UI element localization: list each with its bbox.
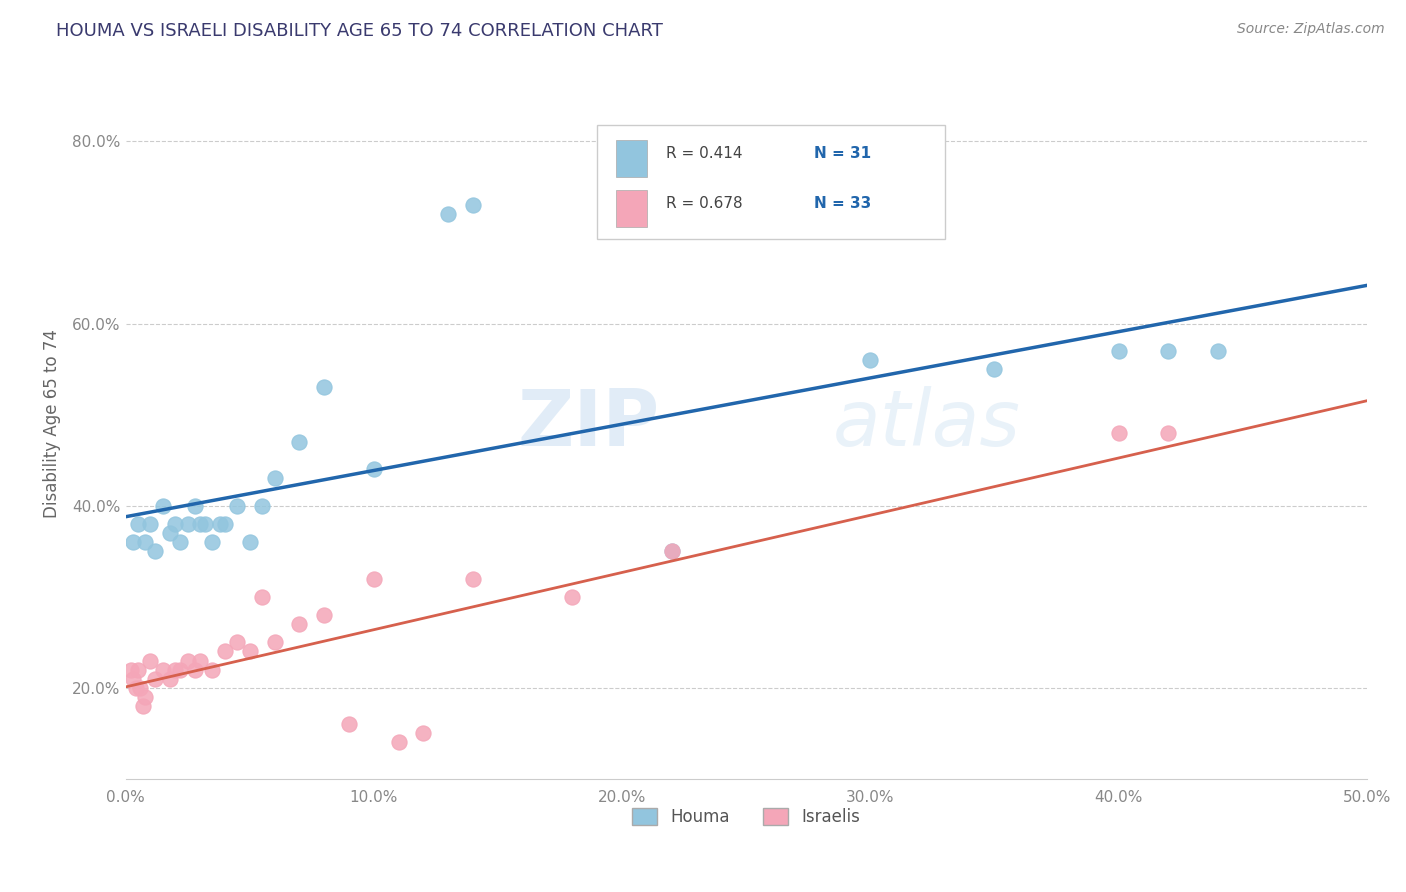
Point — [1108, 425, 1130, 440]
Point — [129, 681, 152, 695]
Text: ZIP: ZIP — [517, 385, 659, 462]
Point — [1157, 425, 1180, 440]
Point — [139, 516, 162, 531]
Point — [263, 635, 285, 649]
Point — [194, 516, 217, 531]
Text: N = 31: N = 31 — [814, 146, 872, 161]
Point — [134, 690, 156, 704]
Point — [239, 535, 262, 549]
Point — [661, 544, 683, 558]
Text: N = 33: N = 33 — [814, 196, 872, 211]
Point — [1206, 343, 1229, 358]
Point — [208, 516, 231, 531]
Point — [201, 535, 224, 549]
Point — [226, 499, 249, 513]
Point — [134, 535, 156, 549]
Point — [250, 590, 273, 604]
Point — [263, 471, 285, 485]
Point — [127, 516, 149, 531]
Text: HOUMA VS ISRAELI DISABILITY AGE 65 TO 74 CORRELATION CHART: HOUMA VS ISRAELI DISABILITY AGE 65 TO 74… — [56, 22, 664, 40]
Point — [169, 663, 191, 677]
Point — [314, 607, 336, 622]
Point — [983, 362, 1005, 376]
FancyBboxPatch shape — [616, 190, 647, 227]
Point — [1108, 343, 1130, 358]
Point — [463, 198, 485, 212]
Point — [127, 663, 149, 677]
Point — [176, 516, 198, 531]
Point — [337, 717, 360, 731]
Point — [122, 672, 145, 686]
FancyBboxPatch shape — [598, 126, 945, 239]
Point — [184, 663, 207, 677]
Point — [145, 672, 167, 686]
Point — [859, 353, 882, 368]
Point — [214, 516, 236, 531]
Point — [214, 644, 236, 658]
Point — [165, 516, 187, 531]
Point — [288, 617, 311, 632]
Legend: Houma, Israelis: Houma, Israelis — [624, 800, 869, 835]
Point — [463, 572, 485, 586]
Point — [124, 681, 146, 695]
Text: R = 0.414: R = 0.414 — [665, 146, 742, 161]
Point — [188, 653, 211, 667]
Point — [437, 207, 460, 221]
Point — [132, 699, 155, 714]
Point — [184, 499, 207, 513]
Point — [159, 672, 181, 686]
Point — [239, 644, 262, 658]
Point — [201, 663, 224, 677]
Point — [159, 526, 181, 541]
Point — [363, 572, 385, 586]
Text: R = 0.678: R = 0.678 — [665, 196, 742, 211]
Point — [176, 653, 198, 667]
Point — [122, 535, 145, 549]
Point — [120, 663, 142, 677]
Point — [250, 499, 273, 513]
Point — [314, 380, 336, 394]
Point — [145, 544, 167, 558]
Text: Source: ZipAtlas.com: Source: ZipAtlas.com — [1237, 22, 1385, 37]
FancyBboxPatch shape — [616, 140, 647, 177]
Point — [188, 516, 211, 531]
Point — [388, 735, 411, 749]
Point — [1157, 343, 1180, 358]
Point — [288, 434, 311, 449]
Point — [152, 499, 174, 513]
Point — [561, 590, 583, 604]
Point — [165, 663, 187, 677]
Text: atlas: atlas — [834, 385, 1021, 462]
Point — [363, 462, 385, 476]
Point — [226, 635, 249, 649]
Point — [169, 535, 191, 549]
Point — [661, 544, 683, 558]
Y-axis label: Disability Age 65 to 74: Disability Age 65 to 74 — [44, 329, 60, 518]
Point — [139, 653, 162, 667]
Point — [412, 726, 434, 740]
Point — [152, 663, 174, 677]
